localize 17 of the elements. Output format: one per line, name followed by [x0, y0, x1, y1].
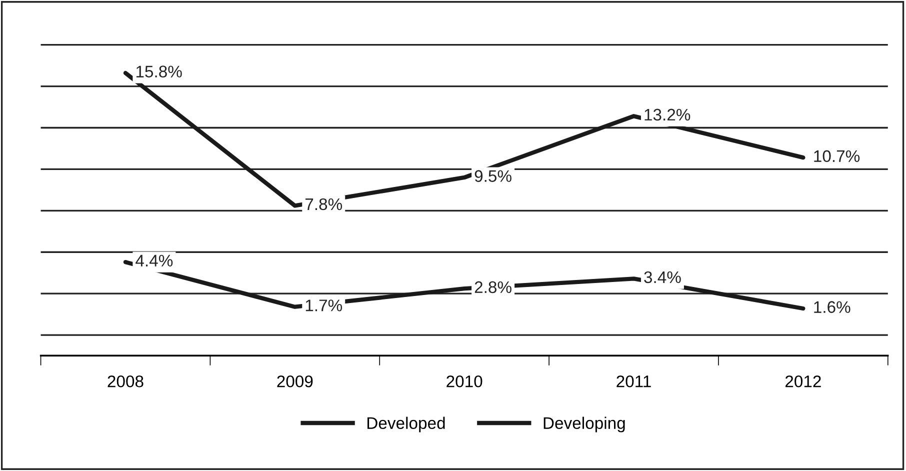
data-label: 13.2% [644, 108, 690, 121]
data-label: 2.8% [474, 281, 512, 294]
x-tick-label: 2009 [277, 375, 313, 388]
data-label: 15.8% [136, 66, 182, 78]
legend-label: Developing [544, 416, 625, 432]
x-tick-label: 2010 [446, 375, 482, 388]
data-label: 7.8% [305, 198, 342, 210]
data-label: 10.7% [814, 150, 860, 162]
data-label: 4.4% [136, 254, 173, 266]
x-tick-label: 2008 [108, 375, 144, 388]
data-label: 3.4% [644, 271, 681, 284]
x-tick-label: 2012 [785, 375, 821, 388]
data-label: 9.5% [474, 170, 512, 182]
x-tick-label: 2011 [616, 375, 651, 388]
data-label: 1.7% [306, 300, 342, 312]
data-label: 1.6% [814, 301, 850, 313]
legend-label: Developed [367, 416, 445, 432]
